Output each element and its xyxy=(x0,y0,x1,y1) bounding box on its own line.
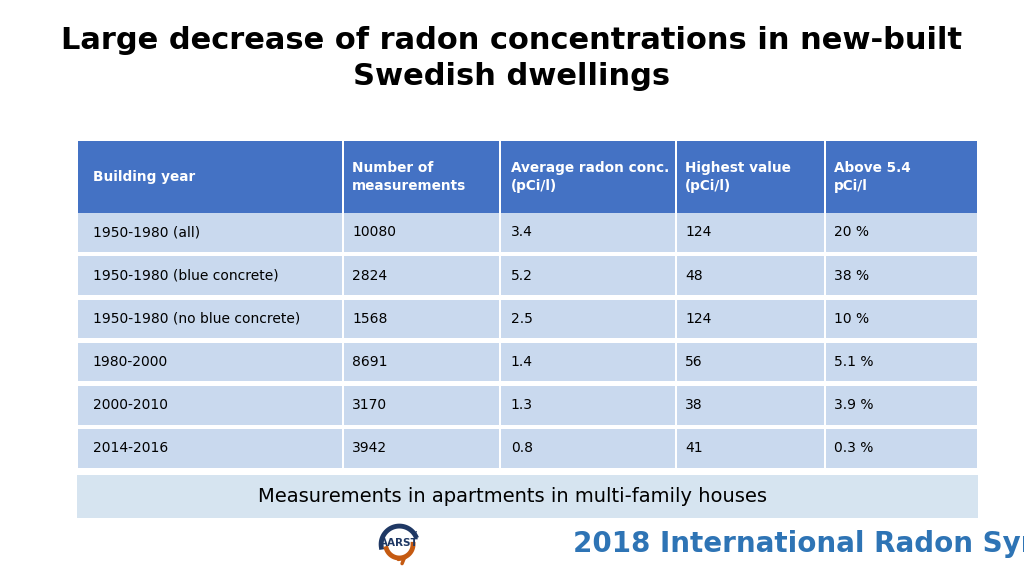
Text: 3.4: 3.4 xyxy=(511,225,532,240)
Text: Above 5.4
pCi/l: Above 5.4 pCi/l xyxy=(834,161,910,194)
Text: 0.3 %: 0.3 % xyxy=(834,441,873,456)
Text: 48: 48 xyxy=(685,268,702,283)
Text: 1568: 1568 xyxy=(352,312,387,326)
Text: 10080: 10080 xyxy=(352,225,396,240)
Text: 1.4: 1.4 xyxy=(511,355,532,369)
Text: 2018 International Radon Symposium™: 2018 International Radon Symposium™ xyxy=(573,530,1024,558)
Text: Building year: Building year xyxy=(93,170,195,184)
Text: 10 %: 10 % xyxy=(834,312,869,326)
Text: Average radon conc.
(pCi/l): Average radon conc. (pCi/l) xyxy=(511,161,669,194)
Text: 2824: 2824 xyxy=(352,268,387,283)
Text: 1950-1980 (all): 1950-1980 (all) xyxy=(93,225,200,240)
Text: 1950-1980 (blue concrete): 1950-1980 (blue concrete) xyxy=(93,268,279,283)
Text: 5.1 %: 5.1 % xyxy=(834,355,873,369)
Text: Highest value
(pCi/l): Highest value (pCi/l) xyxy=(685,161,791,194)
Text: 2000-2010: 2000-2010 xyxy=(93,398,168,412)
Text: 0.8: 0.8 xyxy=(511,441,532,456)
Text: 3170: 3170 xyxy=(352,398,387,412)
Text: 124: 124 xyxy=(685,312,712,326)
Text: 2.5: 2.5 xyxy=(511,312,532,326)
Text: 5.2: 5.2 xyxy=(511,268,532,283)
Text: 8691: 8691 xyxy=(352,355,388,369)
Text: AARST: AARST xyxy=(380,539,419,548)
Text: 38 %: 38 % xyxy=(834,268,869,283)
Text: 2014-2016: 2014-2016 xyxy=(93,441,168,456)
Text: ™: ™ xyxy=(411,530,418,539)
Text: 20 %: 20 % xyxy=(834,225,869,240)
Text: 124: 124 xyxy=(685,225,712,240)
Text: 1950-1980 (no blue concrete): 1950-1980 (no blue concrete) xyxy=(93,312,300,326)
Text: 1980-2000: 1980-2000 xyxy=(93,355,168,369)
Text: Measurements in apartments in multi-family houses: Measurements in apartments in multi-fami… xyxy=(257,487,767,506)
Text: 38: 38 xyxy=(685,398,702,412)
Text: Number of
measurements: Number of measurements xyxy=(352,161,466,194)
Text: 3942: 3942 xyxy=(352,441,387,456)
Text: 56: 56 xyxy=(685,355,702,369)
Text: 1.3: 1.3 xyxy=(511,398,532,412)
Text: 3.9 %: 3.9 % xyxy=(834,398,873,412)
Text: Large decrease of radon concentrations in new-built
Swedish dwellings: Large decrease of radon concentrations i… xyxy=(61,26,963,91)
Text: 41: 41 xyxy=(685,441,702,456)
